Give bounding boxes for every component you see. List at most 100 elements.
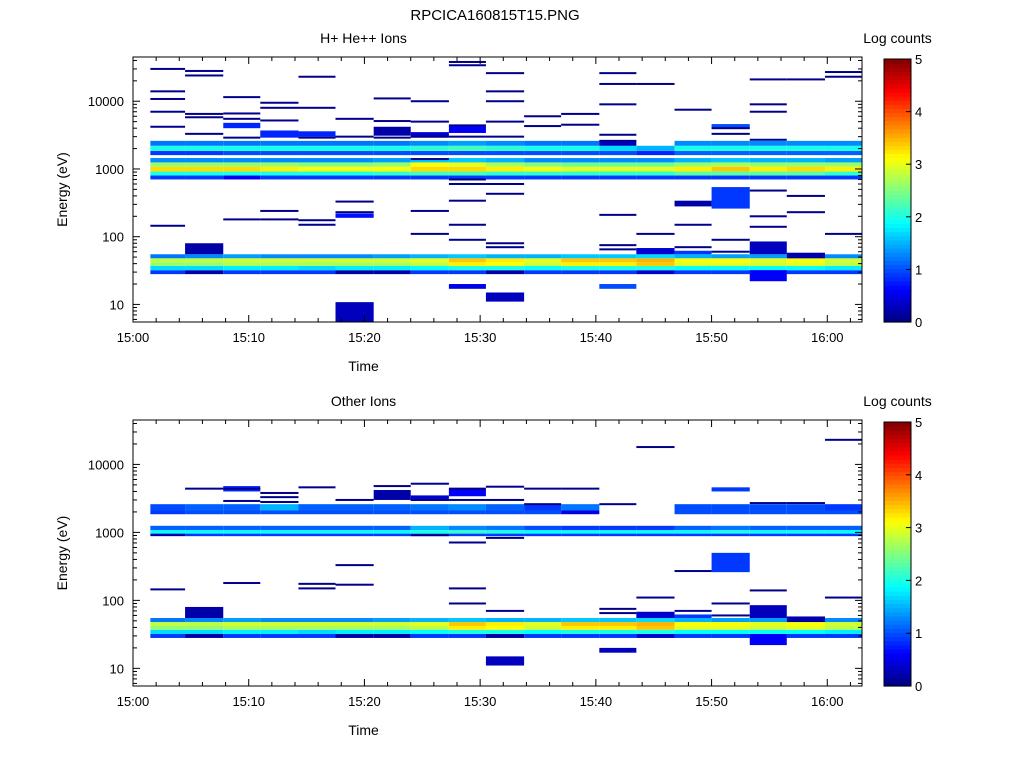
heatmap-cell bbox=[485, 618, 525, 623]
colorbar-step bbox=[884, 256, 911, 261]
heatmap-cell bbox=[674, 254, 712, 259]
heatmap-cell bbox=[561, 171, 600, 176]
heatmap-cell bbox=[373, 270, 411, 275]
heatmap-cell bbox=[599, 262, 637, 266]
count-line bbox=[448, 60, 486, 63]
heatmap-cell bbox=[410, 166, 449, 172]
heatmap-cell bbox=[185, 629, 224, 635]
heatmap-cell bbox=[150, 533, 186, 537]
colorbar-step bbox=[884, 665, 911, 671]
heatmap-cell bbox=[335, 265, 374, 271]
colorbar-step bbox=[884, 112, 911, 118]
heatmap-cell bbox=[373, 162, 411, 167]
colorbar-step bbox=[884, 87, 911, 93]
heatmap-cell bbox=[448, 158, 486, 163]
count-line bbox=[824, 438, 862, 441]
heatmap-cell bbox=[711, 270, 750, 275]
heatmap-cell bbox=[448, 140, 486, 146]
count-line bbox=[298, 219, 336, 222]
heatmap-cell bbox=[185, 265, 224, 271]
heatmap-cell bbox=[373, 634, 411, 638]
count-line bbox=[674, 108, 712, 111]
colorbar-step bbox=[884, 223, 911, 229]
colorbar-step bbox=[884, 545, 911, 551]
colorbar-step bbox=[884, 202, 911, 208]
colorbar-step bbox=[884, 194, 911, 200]
heatmap-cell bbox=[335, 213, 374, 218]
count-line bbox=[749, 78, 787, 81]
heatmap-cell bbox=[749, 504, 787, 511]
heatmap-cell bbox=[711, 487, 750, 492]
count-line bbox=[824, 596, 862, 599]
heatmap-cell bbox=[636, 258, 675, 263]
colorbar-tick-label: 4 bbox=[915, 105, 922, 120]
heatmap-cell bbox=[524, 145, 562, 151]
heatmap-cell bbox=[674, 634, 712, 638]
heatmap-cell bbox=[298, 525, 336, 531]
heatmap-cell bbox=[786, 525, 825, 531]
count-line bbox=[410, 100, 449, 103]
heatmap-cell bbox=[636, 618, 675, 623]
count-line bbox=[448, 602, 486, 605]
colorbar-step bbox=[884, 632, 911, 638]
heatmap-cell bbox=[636, 270, 675, 275]
heatmap-cell bbox=[223, 629, 261, 635]
heatmap-cell bbox=[674, 614, 712, 619]
heatmap-cell bbox=[485, 629, 525, 635]
heatmap-cell bbox=[561, 270, 600, 275]
colorbar-step bbox=[884, 59, 911, 64]
colorbar-step bbox=[884, 438, 911, 444]
colorbar-step bbox=[884, 541, 911, 547]
heatmap-cell bbox=[824, 622, 862, 626]
heatmap-cell bbox=[223, 530, 261, 534]
heatmap-cell bbox=[485, 622, 525, 626]
heatmap-cell bbox=[749, 175, 787, 180]
count-line bbox=[485, 135, 525, 138]
heatmap-cell bbox=[223, 145, 261, 151]
x-tick-label: 16:00 bbox=[811, 330, 844, 345]
colorbar-step bbox=[884, 479, 911, 485]
count-line bbox=[410, 232, 449, 235]
heatmap-cell bbox=[524, 262, 562, 266]
heatmap-cell bbox=[448, 175, 486, 180]
heatmap-cell bbox=[711, 533, 750, 537]
colorbar-step bbox=[884, 537, 911, 543]
heatmap-cell bbox=[561, 166, 600, 172]
colorbar-step bbox=[884, 488, 911, 493]
heatmap-cell bbox=[485, 504, 525, 511]
heatmap-cell bbox=[824, 262, 862, 266]
heatmap-cell bbox=[674, 525, 712, 531]
heatmap-cell bbox=[485, 634, 525, 638]
heatmap-cell bbox=[485, 265, 525, 271]
count-line bbox=[485, 485, 525, 488]
count-line bbox=[260, 106, 299, 109]
heatmap-cell bbox=[410, 622, 449, 626]
heatmap-cell bbox=[185, 140, 224, 146]
heatmap-cell bbox=[524, 265, 562, 271]
heatmap-cell bbox=[711, 510, 750, 515]
count-line bbox=[150, 588, 186, 591]
x-axis: 15:00 15:10 15:20 15:30 15:40 15:50 16:00 bbox=[117, 57, 851, 345]
heatmap-cell bbox=[260, 175, 299, 180]
colorbar-step bbox=[884, 492, 911, 497]
heatmap-cell bbox=[298, 262, 336, 266]
x-tick-label: 15:10 bbox=[232, 694, 265, 709]
colorbar-step bbox=[884, 521, 911, 526]
figure-title: RPCICA160815T15.PNG bbox=[410, 7, 579, 24]
colorbar-step bbox=[884, 574, 911, 580]
heatmap-cell bbox=[561, 634, 600, 638]
heatmap-cell bbox=[786, 150, 825, 156]
heatmap-cell bbox=[711, 618, 750, 623]
count-line bbox=[223, 96, 261, 99]
heatmap-cell bbox=[786, 252, 825, 259]
count-line bbox=[448, 135, 486, 138]
heatmap-cell bbox=[561, 510, 600, 515]
heatmap-cell bbox=[711, 150, 750, 156]
count-line bbox=[599, 503, 637, 506]
count-line bbox=[636, 232, 675, 235]
heatmap-cell bbox=[448, 145, 486, 151]
heatmap-cell bbox=[298, 145, 336, 151]
heatmap-cell bbox=[185, 166, 224, 172]
count-line bbox=[485, 498, 525, 501]
